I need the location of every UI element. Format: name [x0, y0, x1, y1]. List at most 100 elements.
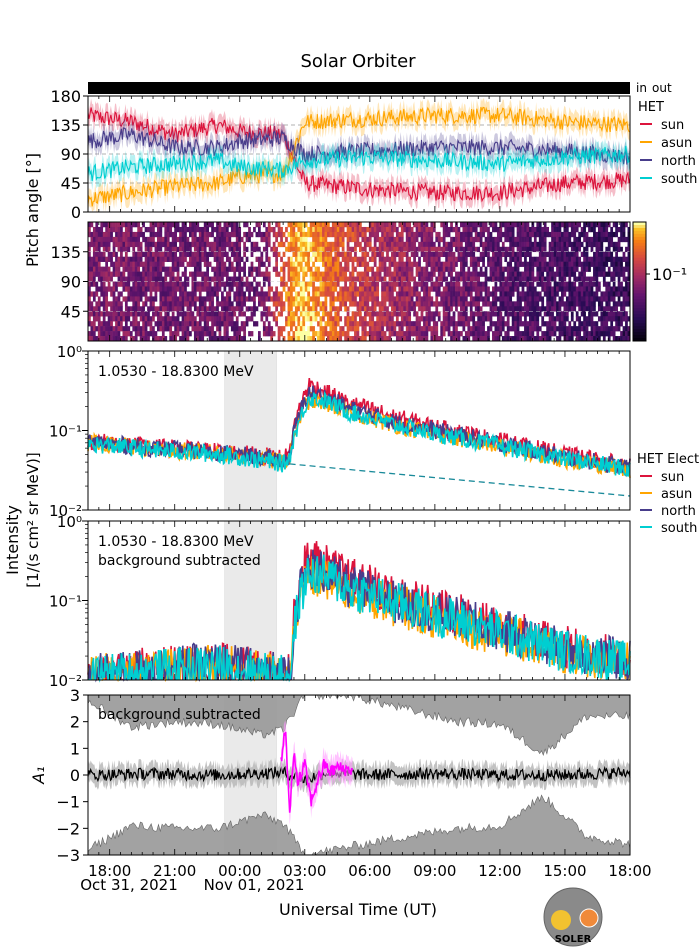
spectrogram-cell: [595, 261, 599, 267]
spectrogram-cell: [467, 321, 471, 327]
panel-bg-int: [88, 351, 630, 510]
spectrogram-cell: [403, 266, 407, 272]
spectrogram-cell: [528, 251, 532, 258]
spectrogram-cell: [457, 231, 461, 238]
spectrogram-cell: [218, 321, 222, 327]
spectrogram-cell: [516, 266, 520, 272]
spectrogram-cell: [482, 226, 485, 233]
spectrogram-cell: [447, 286, 451, 292]
spectrogram-cell: [457, 281, 461, 287]
spectrogram-cell: [620, 266, 623, 272]
spectrogram-cell: [395, 251, 399, 258]
spectrogram-cell: [580, 261, 584, 267]
spectrogram-cell: [169, 331, 173, 337]
spectrogram-cell: [565, 301, 569, 307]
spectrogram-cell: [181, 251, 185, 258]
spectrogram-cell: [120, 321, 123, 327]
spectrogram-cell: [346, 236, 350, 243]
spectrogram-cell: [474, 296, 478, 302]
spectrogram-cell: [551, 286, 554, 292]
spectrogram-cell: [386, 271, 389, 277]
spectrogram-cell: [206, 226, 210, 233]
spectrogram-cell: [413, 291, 416, 297]
spectrogram-cell: [107, 226, 111, 233]
spectrogram-cell: [201, 326, 205, 332]
spectrogram-cell: [447, 326, 451, 332]
spectrogram-cell: [524, 261, 527, 267]
spectrogram-cell: [437, 271, 441, 277]
spectrogram-cell: [331, 286, 335, 292]
spectrogram-cell: [92, 311, 96, 317]
spectrogram-cell: [193, 331, 197, 337]
spectrogram-cell: [354, 331, 357, 337]
spectrogram-cell: [400, 261, 404, 267]
spectrogram-cell: [600, 251, 604, 258]
spectrogram-cell: [610, 256, 614, 262]
pa-line-north: [87, 127, 631, 165]
spectrogram-cell: [361, 226, 365, 233]
spectrogram-cell: [176, 331, 180, 337]
spectrogram-cell: [280, 296, 283, 302]
spectrogram-cell: [211, 326, 214, 332]
spectrogram-cell: [208, 301, 212, 307]
spectrogram-cell: [617, 241, 621, 248]
spectrogram-cell: [395, 236, 399, 243]
spectrogram-cell: [398, 336, 402, 342]
spectrogram-cell: [169, 316, 173, 322]
spectrogram-cell: [171, 256, 175, 262]
spectrogram-cell: [395, 321, 399, 327]
spectrogram-cell: [248, 231, 251, 238]
spectrogram-cell: [452, 286, 456, 292]
spectrogram-cell: [494, 311, 498, 317]
spectrogram-cell: [405, 256, 409, 262]
spectrogram-cell: [142, 231, 145, 238]
spectrogram-cell: [198, 286, 202, 292]
spectrogram-cell: [403, 251, 407, 258]
spectrogram-cell: [230, 301, 234, 307]
spectrogram-cell: [179, 291, 182, 297]
spectrogram-cell: [206, 296, 210, 302]
spectrogram-cell: [314, 276, 318, 282]
inout-out-label: out: [652, 81, 672, 95]
spectrogram-cell: [265, 276, 269, 282]
spectrogram-cell: [509, 281, 513, 287]
spectrogram-cell: [280, 266, 283, 272]
spectrogram-cell: [304, 281, 308, 287]
spectrogram-cell: [556, 261, 559, 267]
spectrogram-cell: [336, 226, 340, 233]
spectrogram-cell: [615, 336, 618, 342]
spectrogram-cell: [359, 301, 362, 307]
spectrogram-cell: [546, 271, 549, 277]
spectrogram-cell: [287, 296, 291, 302]
spectrogram-cell: [578, 321, 582, 327]
spectrogram-cell: [223, 246, 227, 253]
spectrogram-cell: [430, 241, 434, 248]
spectrogram-cell: [107, 281, 111, 287]
spectrogram-cell: [334, 246, 338, 253]
spectrogram-cell: [324, 231, 328, 238]
spectrogram-cell: [405, 226, 409, 233]
spectrogram-cell: [124, 231, 128, 238]
spectrogram-cell: [203, 271, 207, 277]
spectrogram-cell: [356, 271, 360, 277]
spectrogram-cell: [359, 222, 362, 228]
spectrogram-cell: [442, 276, 446, 282]
spectrogram-cell: [452, 256, 456, 262]
spectrogram-cell: [174, 241, 177, 248]
spectrogram-cell: [519, 246, 522, 253]
spectrogram-cell: [144, 286, 148, 292]
spectrogram-cell: [92, 306, 96, 312]
spectrogram-cell: [415, 251, 419, 258]
spectrogram-cell: [373, 231, 377, 238]
spectrogram-cell: [309, 316, 313, 322]
spectrogram-cell: [457, 271, 461, 277]
spectrogram-cell: [610, 236, 614, 243]
spectrogram-cell: [450, 246, 453, 253]
spectrogram-cell: [233, 336, 237, 342]
spectrogram-cell: [440, 291, 444, 297]
spectrogram-cell: [272, 291, 276, 297]
spectrogram-cell: [147, 311, 150, 317]
spectrogram-cell: [137, 256, 141, 262]
spectrogram-cell: [435, 246, 439, 253]
spectrogram-cell: [117, 306, 121, 312]
